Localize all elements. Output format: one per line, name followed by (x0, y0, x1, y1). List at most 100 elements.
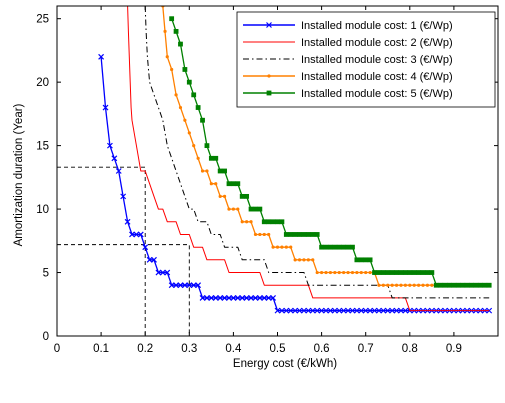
data-point (292, 232, 298, 237)
data-point (358, 307, 365, 314)
data-point (218, 194, 222, 198)
data-point (231, 207, 235, 211)
data-point (350, 244, 355, 250)
y-tick-label: 0 (43, 331, 49, 343)
data-point (106, 142, 113, 149)
data-point (178, 41, 183, 47)
data-point (333, 270, 337, 275)
y-tick-label: 5 (43, 268, 49, 280)
data-point (320, 270, 324, 275)
y-tick-label: 25 (36, 14, 49, 26)
data-point (151, 256, 157, 263)
data-point (98, 53, 105, 60)
data-point (204, 294, 210, 301)
data-point (363, 257, 369, 263)
data-point (283, 232, 289, 237)
reference-guide-line (57, 166, 146, 336)
data-point (327, 307, 334, 314)
data-point (182, 67, 188, 72)
data-point (368, 270, 372, 275)
data-point (310, 232, 316, 237)
data-point (270, 294, 277, 301)
data-point (464, 282, 470, 288)
data-point (258, 232, 262, 237)
y-tick-label: 20 (36, 77, 49, 89)
series-line (127, 6, 490, 312)
data-point (367, 257, 373, 263)
legend-label: Installed module cost: 3 (€/Wp) (301, 54, 453, 66)
series-layer (98, 6, 493, 314)
data-point (411, 270, 417, 275)
data-point (230, 294, 237, 301)
data-point (451, 282, 457, 288)
x-tick-label: 0.6 (314, 343, 330, 355)
data-point (421, 283, 425, 287)
data-point (168, 282, 175, 289)
data-point (133, 231, 140, 238)
data-point (186, 282, 193, 289)
series-line (144, 6, 490, 299)
data-point (381, 283, 385, 287)
data-point (399, 283, 403, 287)
series-3 (144, 6, 490, 299)
data-point (328, 270, 333, 275)
data-point (243, 294, 250, 301)
data-point (165, 55, 169, 59)
data-point (337, 270, 341, 275)
data-point (124, 218, 131, 225)
data-point (486, 282, 492, 288)
data-point (297, 258, 302, 262)
x-tick-label: 0.7 (358, 343, 374, 355)
legend-entry: Installed module cost: 2 (€/Wp) (243, 37, 453, 49)
data-point (253, 232, 258, 237)
y-axis-label: Amortization duration (Year) (13, 103, 25, 246)
data-point (386, 283, 390, 287)
data-point (280, 245, 284, 249)
data-point (389, 270, 395, 275)
data-point (319, 244, 324, 250)
data-point (271, 245, 275, 249)
data-point (267, 232, 271, 237)
data-point (191, 92, 197, 98)
data-point (340, 307, 347, 314)
data-point (234, 294, 241, 301)
data-point (376, 307, 382, 314)
data-point (159, 269, 166, 276)
data-point (287, 307, 294, 314)
data-point (455, 282, 461, 288)
legend-entry: Installed module cost: 5 (€/Wp) (243, 88, 453, 100)
data-point (398, 307, 404, 314)
legend-label: Installed module cost: 2 (€/Wp) (301, 37, 453, 49)
data-point (190, 282, 197, 289)
data-point (178, 105, 183, 110)
data-point (447, 282, 452, 288)
data-point (323, 307, 329, 314)
data-point (332, 244, 338, 250)
data-point (371, 307, 378, 314)
data-point (240, 220, 244, 224)
data-point (314, 307, 321, 314)
data-point (164, 269, 171, 276)
data-point (433, 282, 439, 288)
data-point (270, 219, 276, 225)
data-point (226, 294, 232, 301)
data-point (430, 283, 434, 287)
data-point (473, 282, 479, 288)
data-point (262, 232, 266, 237)
data-point (390, 283, 394, 287)
data-point (355, 270, 359, 275)
x-axis: 0 0.1 0.2 0.3 0.4 0.5 0.6 0.7 0.8 0.9 (54, 6, 462, 355)
data-point (288, 232, 294, 237)
data-point (341, 244, 347, 250)
data-point (186, 79, 192, 85)
data-point (331, 307, 338, 314)
data-point (170, 67, 174, 72)
x-tick-label: 0.2 (137, 343, 153, 355)
data-point (315, 270, 319, 275)
data-point (183, 118, 187, 122)
data-point (425, 270, 430, 275)
data-point (367, 307, 374, 314)
data-point (407, 270, 413, 275)
data-point (305, 307, 312, 314)
